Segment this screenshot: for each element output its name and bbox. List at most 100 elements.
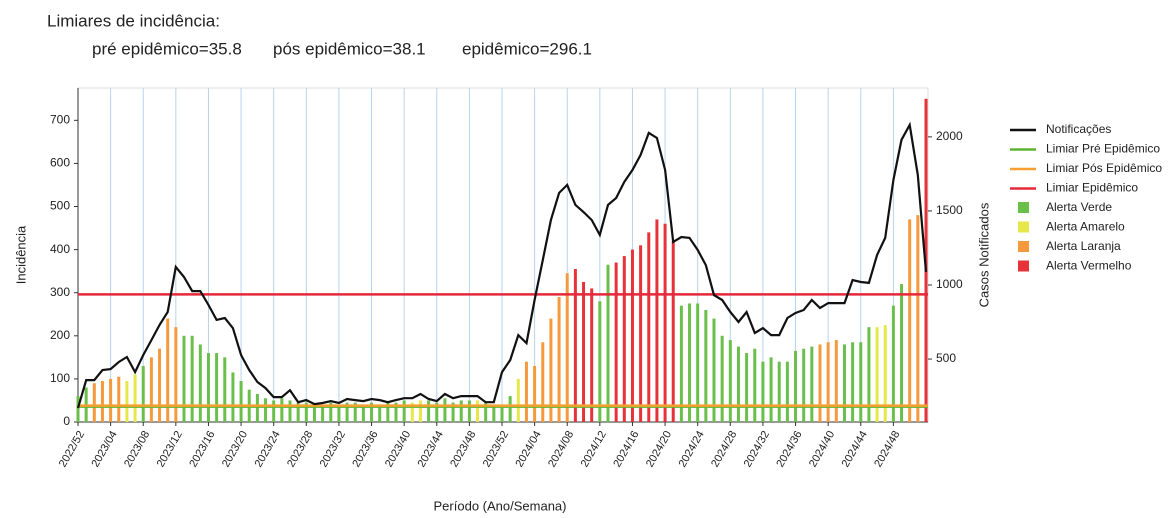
- bar: [223, 357, 227, 422]
- bar: [688, 303, 692, 422]
- x-tick-label: 2023/40: [383, 429, 413, 469]
- bar: [141, 365, 145, 422]
- bar: [745, 353, 749, 422]
- bar: [794, 350, 798, 422]
- bar: [834, 340, 838, 422]
- bar: [851, 342, 855, 422]
- bar: [590, 288, 594, 422]
- line: [76, 121, 928, 409]
- x-tick-label: 2024/16: [611, 429, 641, 469]
- x-tick-label: 2024/48: [872, 429, 902, 469]
- bar: [149, 357, 153, 422]
- x-tick-label: 2024/20: [644, 429, 674, 469]
- bar: [655, 219, 659, 422]
- bar: [753, 348, 757, 422]
- bar: [785, 361, 789, 422]
- y-tick-label: 0: [63, 414, 70, 428]
- legend-label: Alerta Laranja: [1046, 239, 1121, 253]
- x-tick-label: 2023/28: [285, 429, 315, 469]
- bar: [508, 396, 512, 422]
- bar: [842, 344, 846, 422]
- y2-tick-label: 1500: [936, 203, 963, 217]
- bar: [312, 404, 316, 422]
- bar: [891, 305, 895, 422]
- bar: [630, 249, 634, 422]
- bar: [614, 262, 618, 422]
- bar: [712, 318, 716, 422]
- bar: [875, 327, 879, 422]
- bar: [818, 344, 822, 422]
- x-tick-label: 2023/48: [448, 429, 478, 469]
- bar: [476, 400, 480, 422]
- y-axis-label: Incidência: [13, 225, 28, 284]
- y2-tick-label: 1000: [936, 277, 963, 291]
- bar: [663, 223, 667, 422]
- bar: [565, 273, 569, 422]
- bar: [133, 374, 137, 422]
- bar: [679, 305, 683, 422]
- bar: [345, 402, 349, 422]
- bar: [647, 232, 651, 422]
- bar: [443, 398, 447, 422]
- bar: [109, 378, 113, 422]
- legend-swatch: [1018, 260, 1029, 272]
- y2-axis-label: Casos Notificados: [976, 202, 991, 307]
- y-tick-label: 200: [50, 328, 70, 342]
- bar: [182, 335, 186, 422]
- bar: [867, 327, 871, 422]
- bar: [573, 269, 577, 422]
- bar: [158, 348, 162, 422]
- bar: [720, 335, 724, 422]
- bar: [427, 400, 431, 422]
- bar: [598, 301, 602, 422]
- bar: [736, 346, 740, 422]
- bar: [826, 342, 830, 422]
- bar: [370, 402, 374, 422]
- bar: [582, 281, 586, 422]
- x-tick-label: 2024/32: [742, 429, 772, 469]
- bar: [484, 402, 488, 422]
- bar: [394, 402, 398, 422]
- bar: [329, 402, 333, 422]
- chart-title: Limiares de incidência:: [47, 11, 220, 30]
- x-tick-label: 2024/40: [807, 429, 837, 469]
- bar: [198, 344, 202, 422]
- bar: [361, 404, 365, 422]
- x-tick-label: 2024/44: [840, 429, 870, 469]
- bar: [410, 402, 414, 422]
- bar: [500, 404, 504, 422]
- bar: [516, 378, 520, 422]
- bar: [696, 303, 700, 422]
- legend-label: Alerta Verde: [1046, 200, 1112, 214]
- legend-swatch: [1018, 241, 1029, 252]
- bar: [321, 404, 325, 422]
- y-tick-label: 500: [50, 199, 70, 213]
- bar: [451, 402, 455, 422]
- y2-tick-label: 500: [936, 351, 956, 365]
- legend-swatch: [1018, 202, 1029, 213]
- x-tick-label: 2023/12: [155, 429, 185, 469]
- bar: [255, 393, 259, 422]
- x-tick-label: 2023/20: [220, 429, 250, 469]
- x-tick-label: 2024/12: [579, 429, 609, 469]
- bar: [386, 402, 390, 422]
- y2-tick-label: 2000: [936, 129, 963, 143]
- x-tick-label: 2024/08: [546, 429, 576, 469]
- bar: [231, 372, 235, 422]
- x-axis-label: Período (Ano/Semana): [434, 498, 567, 513]
- bar: [190, 335, 194, 422]
- legend-label: Limiar Epidêmico: [1046, 181, 1138, 195]
- x-tick-label: 2023/08: [122, 429, 152, 469]
- legend-label: Limiar Pós Epidêmico: [1046, 161, 1162, 175]
- bar: [378, 404, 382, 422]
- annotation: pós epidêmico=38.1: [273, 39, 426, 58]
- bar: [606, 264, 610, 422]
- bar: [728, 340, 732, 422]
- bar: [916, 215, 920, 422]
- bar: [100, 381, 104, 422]
- bar: [174, 327, 178, 422]
- bar: [639, 245, 643, 422]
- bar: [76, 396, 80, 422]
- annotation: epidêmico=296.1: [462, 39, 592, 58]
